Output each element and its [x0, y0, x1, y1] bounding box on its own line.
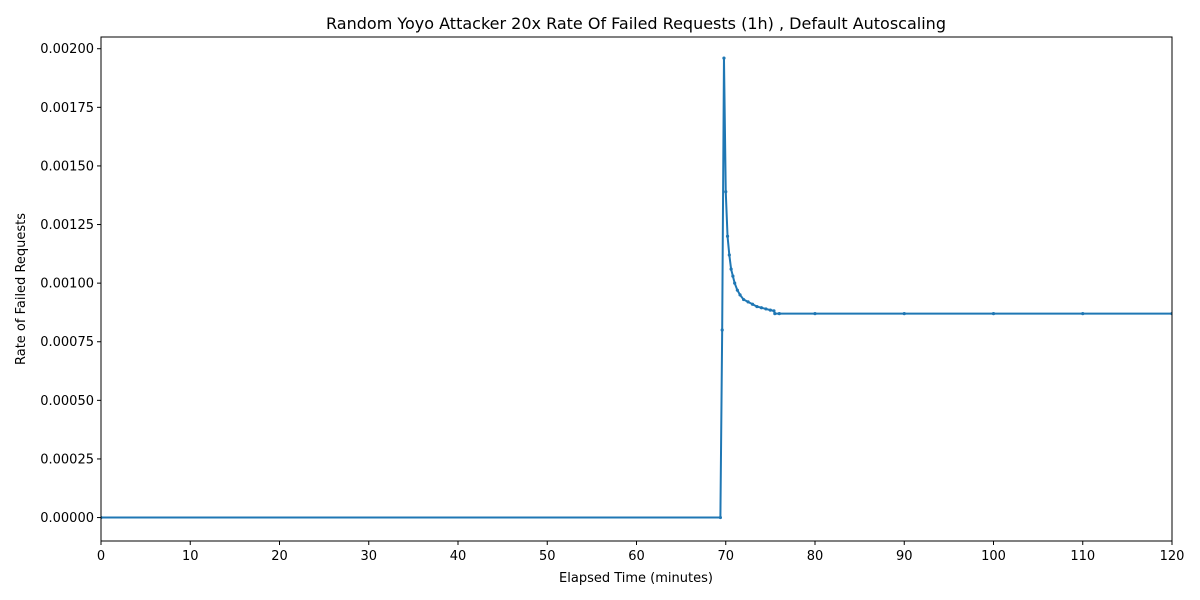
- data-point: [731, 274, 735, 278]
- x-tick-label: 10: [182, 549, 199, 564]
- chart-title: Random Yoyo Attacker 20x Rate Of Failed …: [326, 14, 946, 33]
- data-point: [724, 190, 728, 194]
- series-line-0: [101, 57, 1172, 519]
- y-tick-label: 0.00100: [40, 277, 94, 292]
- data-point: [718, 515, 722, 520]
- data-point: [733, 281, 737, 285]
- data-point: [738, 293, 742, 297]
- y-tick-label: 0.00150: [40, 159, 94, 174]
- y-tick-label: 0.00000: [40, 511, 94, 526]
- x-tick-label: 50: [539, 549, 556, 564]
- x-tick-label: 80: [807, 549, 824, 564]
- y-tick-label: 0.00125: [40, 218, 94, 233]
- data-point: [773, 312, 777, 316]
- data-point: [902, 312, 906, 316]
- y-tick-label: 0.00075: [40, 335, 94, 350]
- x-tick-label: 90: [896, 549, 913, 564]
- data-point: [742, 297, 746, 302]
- data-point: [725, 234, 730, 238]
- data-point: [1081, 312, 1085, 316]
- y-axis-label: Rate of Failed Requests: [14, 213, 29, 365]
- x-tick-label: 120: [1160, 549, 1185, 564]
- data-point: [772, 309, 776, 313]
- data-point: [764, 307, 768, 311]
- data-point: [813, 312, 817, 316]
- data-point: [759, 306, 764, 310]
- data-point: [722, 56, 726, 60]
- data-point: [720, 328, 724, 332]
- x-tick-label: 30: [360, 549, 377, 564]
- x-tick-label: 20: [271, 549, 288, 564]
- y-tick-label: 0.00200: [40, 42, 94, 57]
- x-axis-label: Elapsed Time (minutes): [559, 571, 713, 586]
- x-tick-label: 100: [981, 549, 1006, 564]
- data-point: [750, 302, 755, 306]
- data-point: [755, 304, 759, 309]
- x-tick-label: 40: [450, 549, 467, 564]
- x-tick-label: 0: [97, 549, 105, 564]
- axes-frame: [100, 36, 1173, 542]
- data-point: [729, 267, 733, 271]
- data-point: [735, 288, 739, 292]
- data-point: [746, 300, 750, 304]
- x-tick-label: 70: [717, 549, 734, 564]
- data-point: [991, 312, 996, 316]
- x-axis-ticks: 0 10 20 30 40 50 60 70 80 90 100 110 120: [97, 541, 1185, 564]
- data-point: [727, 253, 731, 257]
- x-tick-label: 60: [628, 549, 645, 564]
- plot-area: [101, 56, 1172, 520]
- y-tick-label: 0.00025: [40, 452, 94, 467]
- y-tick-label: 0.00050: [40, 394, 94, 409]
- y-tick-label: 0.00175: [40, 101, 94, 116]
- y-axis-ticks: 0.00000 0.00025 0.00050 0.00075 0.00100 0.001…: [40, 42, 101, 526]
- data-point: [777, 312, 781, 316]
- data-point: [768, 308, 772, 312]
- x-tick-label: 110: [1070, 549, 1095, 564]
